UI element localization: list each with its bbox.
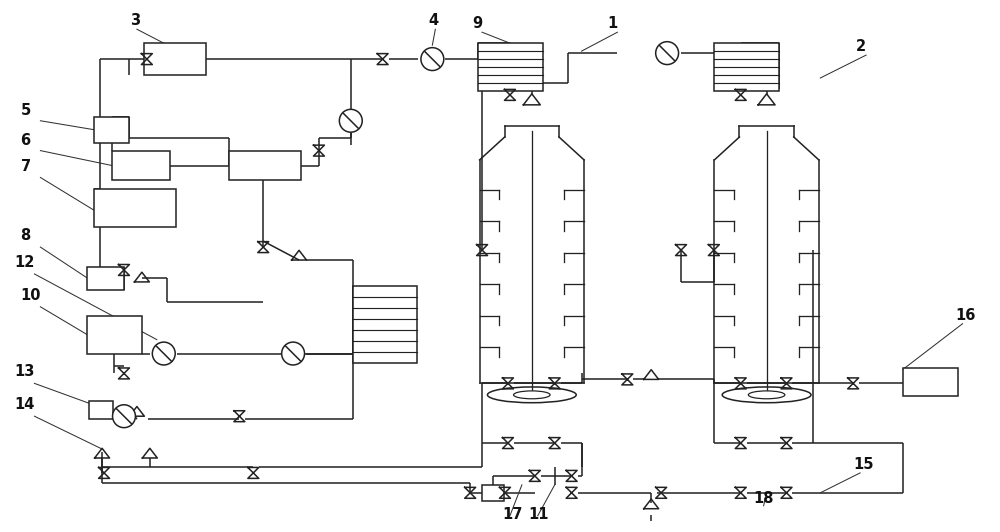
Text: 10: 10 (21, 288, 41, 303)
Text: 4: 4 (428, 13, 439, 28)
Ellipse shape (514, 391, 550, 399)
Bar (144, 43, 206, 75)
Bar (714, 43, 779, 91)
Text: 17: 17 (502, 506, 522, 522)
Text: 14: 14 (15, 397, 35, 412)
Circle shape (282, 342, 305, 365)
Text: 2: 2 (856, 39, 866, 54)
Bar (94, 117, 129, 143)
Text: 12: 12 (15, 255, 35, 270)
Text: 15: 15 (853, 457, 874, 472)
Bar (87, 315, 142, 354)
Circle shape (421, 48, 444, 71)
Circle shape (152, 342, 175, 365)
Text: 3: 3 (130, 13, 140, 28)
Ellipse shape (487, 387, 576, 403)
Bar (353, 286, 417, 363)
Ellipse shape (722, 387, 811, 403)
Text: 18: 18 (754, 491, 774, 506)
Bar (112, 151, 170, 180)
Text: 11: 11 (528, 506, 548, 522)
Text: 16: 16 (956, 307, 976, 323)
Circle shape (113, 405, 135, 428)
Bar (87, 267, 124, 290)
Ellipse shape (748, 391, 785, 399)
Text: 13: 13 (15, 364, 35, 379)
Bar (94, 189, 176, 227)
Circle shape (339, 109, 362, 132)
Text: 8: 8 (21, 228, 31, 243)
Bar (229, 151, 301, 180)
Bar (482, 485, 504, 501)
Bar (478, 43, 543, 91)
Circle shape (656, 41, 679, 64)
Bar (903, 369, 958, 396)
Text: 7: 7 (21, 159, 31, 173)
Text: 1: 1 (607, 16, 618, 31)
Text: 5: 5 (21, 103, 31, 118)
Text: 9: 9 (472, 16, 482, 31)
Bar (89, 401, 113, 419)
Text: 6: 6 (21, 132, 31, 148)
